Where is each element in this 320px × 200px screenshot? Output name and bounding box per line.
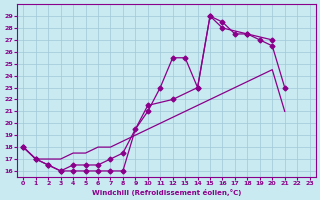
X-axis label: Windchill (Refroidissement éolien,°C): Windchill (Refroidissement éolien,°C) — [92, 189, 241, 196]
